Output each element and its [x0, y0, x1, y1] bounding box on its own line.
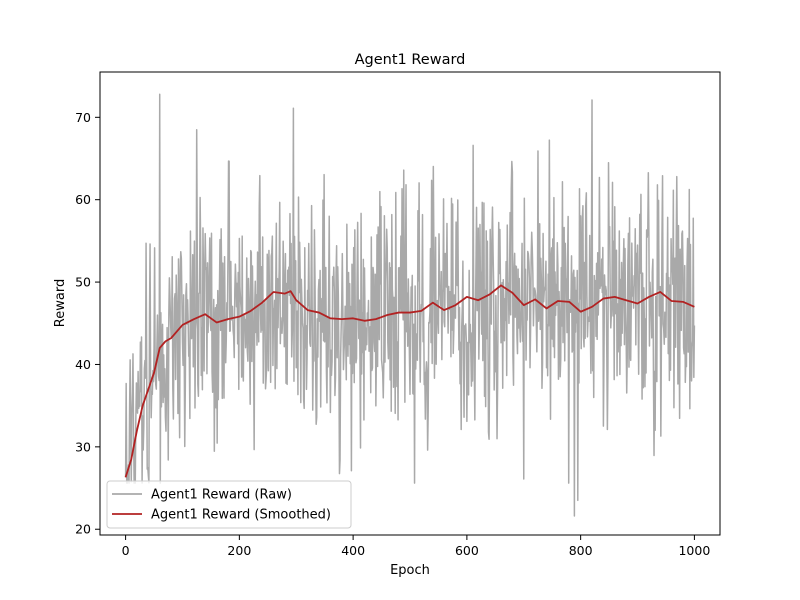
y-tick-label: 50 — [75, 275, 91, 290]
y-tick-label: 60 — [75, 192, 91, 207]
plot-area — [124, 93, 696, 517]
legend-label-raw: Agent1 Reward (Raw) — [151, 488, 292, 503]
y-tick-label: 20 — [75, 522, 91, 537]
x-tick-label: 400 — [341, 543, 365, 558]
x-tick-label: 200 — [227, 543, 251, 558]
x-tick-label: 600 — [455, 543, 479, 558]
y-tick-label: 30 — [75, 439, 91, 454]
legend-label-smoothed: Agent1 Reward (Smoothed) — [151, 508, 331, 523]
y-axis-label: Reward — [53, 279, 68, 327]
x-tick-label: 800 — [569, 543, 593, 558]
x-tick-label: 0 — [122, 543, 130, 558]
legend-box — [106, 480, 352, 529]
x-axis: 0 200 400 600 800 1000 — [122, 535, 710, 558]
plot-frame — [99, 71, 721, 536]
legend: Agent1 Reward (Raw) Agent1 Reward (Smoot… — [106, 480, 352, 529]
series-raw-line — [124, 93, 696, 517]
x-axis-label: Epoch — [390, 563, 430, 578]
y-axis: 20 30 40 50 60 70 — [75, 110, 100, 537]
y-tick-label: 40 — [75, 357, 91, 372]
series-smoothed-line — [124, 284, 695, 478]
x-tick-label: 1000 — [678, 543, 710, 558]
y-tick-label: 70 — [75, 110, 91, 125]
chart-title: Agent1 Reward — [355, 52, 466, 68]
